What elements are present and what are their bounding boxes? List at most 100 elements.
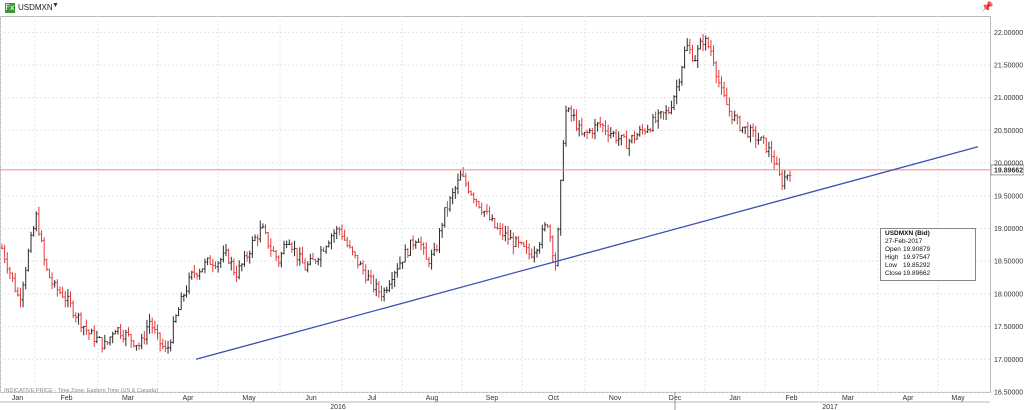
ohlc-bar (332, 229, 336, 243)
ohlc-bar (19, 287, 22, 308)
ohlc-bar (206, 257, 209, 266)
ohlc-bar (74, 312, 77, 323)
ohlc-bar (641, 124, 644, 135)
ohlc-bar (372, 274, 375, 293)
ohlc-bar (562, 139, 565, 182)
ohlc-bar (214, 261, 217, 269)
footer-note: INDICATIVE PRICE - Time Zone: Eastern Ti… (4, 388, 158, 394)
ohlc-bar (572, 108, 576, 121)
symbol-label[interactable]: USDMXN (18, 3, 53, 12)
ohlc-bar (512, 232, 515, 255)
ohlc-bar (612, 130, 615, 138)
ohlc-bar (16, 287, 20, 297)
x-tick-label: Jan (729, 395, 740, 402)
ohlc-bar (464, 172, 468, 187)
ohlc-bar (646, 124, 649, 133)
ohlc-bar (266, 231, 270, 249)
ohlc-bar (348, 240, 352, 249)
ohlc-bar (704, 35, 707, 51)
x-tick-label: Jul (368, 395, 377, 402)
ohlc-bar (693, 55, 697, 62)
ohlc-bar (593, 118, 597, 140)
ohlc-bar (127, 327, 130, 337)
ohlc-bar (609, 127, 612, 139)
ohlc-bar (388, 280, 391, 293)
ohlc-bar (580, 117, 583, 136)
ohlc-bar (66, 289, 70, 308)
ohlc-bar (32, 225, 35, 237)
ohlc-bar (427, 256, 431, 268)
ohlc-bar (180, 292, 183, 311)
ohlc-bar (522, 241, 526, 248)
ohlc-bar (114, 330, 117, 335)
ohlc-bar (222, 245, 225, 263)
ohlc-bar (591, 128, 594, 139)
ohlc-bar (140, 333, 143, 350)
chart-toolbar: Fx USDMXN ▼ 📌 (0, 0, 1024, 16)
ohlc-bar (282, 240, 286, 255)
ohlc-bar (422, 242, 425, 255)
symbol-dropdown-caret-icon[interactable]: ▼ (52, 2, 59, 9)
x-tick-label: Sep (486, 395, 499, 402)
ohlc-bar (42, 237, 46, 266)
ohlc-bar (161, 338, 164, 350)
ohlc-bar (767, 141, 771, 158)
ohlc-bar (667, 106, 670, 115)
ohlc-bar (622, 133, 626, 138)
ohlc-bar (517, 235, 520, 248)
price-bars (0, 34, 792, 354)
ohlc-bar (409, 239, 412, 257)
info-value: 19.85292 (903, 262, 931, 269)
ohlc-bar (393, 270, 396, 288)
ohlc-bar (153, 320, 157, 334)
ohlc-bar (780, 169, 784, 190)
ohlc-bar (498, 222, 502, 236)
ohlc-bar (24, 266, 27, 290)
ohlc-bar (45, 258, 49, 272)
ohlc-bar (0, 243, 4, 250)
ohlc-bar (53, 280, 56, 288)
ohlc-bar (757, 132, 760, 145)
ohlc-bar (351, 246, 354, 256)
ohlc-bar (430, 249, 433, 270)
ohlc-bar (404, 244, 407, 263)
ohlc-bar (209, 255, 212, 265)
ohlc-bar (738, 115, 742, 132)
ohlc-bar (359, 261, 362, 266)
ohlc-bar (361, 260, 365, 275)
ohlc-bar (224, 243, 228, 257)
ohlc-bar (119, 323, 122, 340)
ohlc-bar (100, 337, 104, 353)
ohlc-bar (654, 111, 657, 124)
y-tick-label: 20.50000 (994, 128, 1023, 135)
ohlc-bar (583, 131, 586, 137)
ohlc-bar (446, 201, 449, 217)
ohlc-bar (37, 206, 41, 236)
ohlc-bar (728, 97, 731, 117)
ohlc-bar (116, 327, 120, 335)
ohlc-bar (122, 329, 125, 343)
ohlc-bar (396, 263, 399, 278)
ohlc-bar (401, 261, 404, 269)
ohlc-bar (353, 251, 357, 259)
ohlc-bar (182, 293, 186, 302)
ohlc-bar (527, 243, 531, 260)
ohlc-bar (699, 37, 702, 50)
ohlc-bar (219, 257, 222, 268)
ohlc-bar (111, 331, 114, 344)
ohlc-bar (256, 234, 259, 247)
ohlc-bar (137, 342, 141, 351)
pin-icon[interactable]: 📌 (981, 2, 994, 13)
y-tick-label: 21.00000 (994, 95, 1023, 102)
ohlc-bar (451, 188, 454, 205)
ohlc-bar (483, 210, 486, 217)
ohlc-bar (340, 224, 344, 240)
ohlc-bar (77, 312, 80, 325)
ohlc-bar (635, 132, 639, 140)
y-tick-label: 18.00000 (994, 291, 1023, 298)
ohlc-bar (525, 239, 528, 255)
ohlc-bar (438, 228, 441, 254)
ohlc-bar (485, 203, 489, 215)
ohlc-bar (675, 79, 678, 105)
ohlc-bar (327, 240, 330, 248)
